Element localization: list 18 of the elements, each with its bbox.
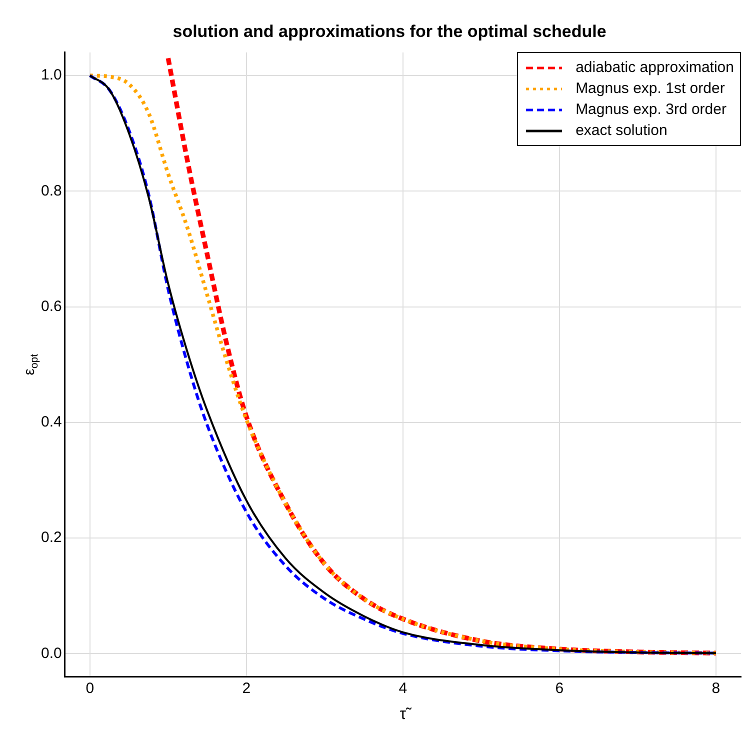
x-tick-label: 6 bbox=[555, 680, 564, 697]
legend-label: exact solution bbox=[576, 121, 668, 142]
x-axis-title: τ̃ bbox=[400, 706, 412, 723]
y-tick-label: 0.6 bbox=[40, 298, 62, 315]
y-tick-label: 0.4 bbox=[40, 414, 62, 431]
x-tick-label: 0 bbox=[86, 680, 94, 697]
y-tick-label: 0.2 bbox=[40, 529, 62, 546]
y-tick-label: 0.0 bbox=[40, 644, 62, 662]
legend-label: adiabatic approximation bbox=[576, 58, 734, 78]
x-tick-label: 2 bbox=[242, 680, 251, 697]
legend-label: Magnus exp. 3rd order bbox=[576, 100, 726, 120]
y-tick-label: 1.0 bbox=[40, 66, 62, 84]
x-tick-label: 4 bbox=[398, 680, 408, 697]
legend-label: Magnus exp. 1st order bbox=[576, 79, 725, 100]
y-axis-title: εopt bbox=[21, 354, 40, 376]
y-tick-label: 0.8 bbox=[40, 182, 62, 200]
chart-title: solution and approximations for the optimal schedule bbox=[172, 22, 606, 41]
x-tick-label: 8 bbox=[712, 680, 720, 697]
